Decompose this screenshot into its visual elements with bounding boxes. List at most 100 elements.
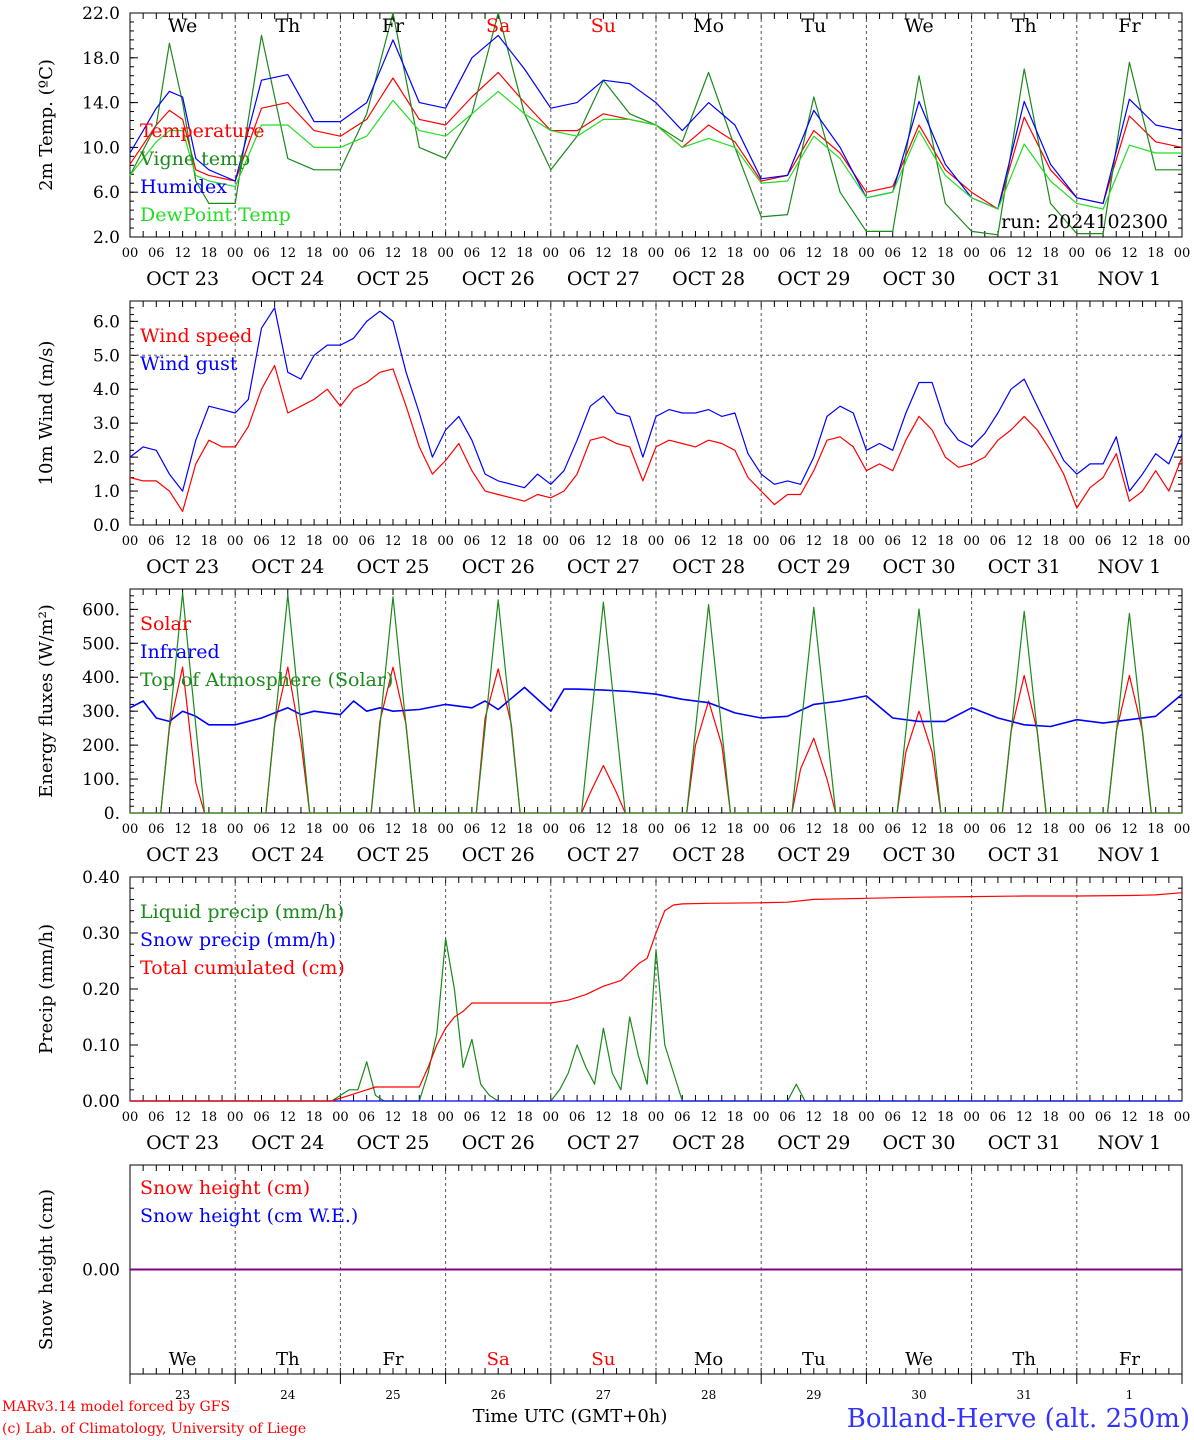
date-label: OCT 26 xyxy=(462,844,535,866)
date-label: OCT 25 xyxy=(356,1132,429,1154)
hour-tick-label: 00 xyxy=(1174,822,1191,837)
y-tick-label: 0.00 xyxy=(82,1092,120,1112)
hour-tick-label: 06 xyxy=(990,246,1007,261)
hour-tick-label: 12 xyxy=(1016,246,1033,261)
date-label: OCT 28 xyxy=(672,556,745,578)
hour-tick-label: 18 xyxy=(411,246,428,261)
hour-tick-label: 06 xyxy=(464,534,481,549)
hour-tick-label: 06 xyxy=(779,822,796,837)
hour-tick-label: 00 xyxy=(648,246,665,261)
hour-tick-label: 12 xyxy=(1016,1110,1033,1125)
hour-tick-label: 12 xyxy=(911,822,928,837)
hour-tick-label: 12 xyxy=(806,822,823,837)
date-label: OCT 29 xyxy=(777,268,850,290)
date-label: OCT 26 xyxy=(462,1132,535,1154)
hour-tick-label: 12 xyxy=(385,246,402,261)
legend-entry: Snow height (cm) xyxy=(140,1177,310,1199)
weekday-label: We xyxy=(168,15,197,37)
hour-tick-label: 18 xyxy=(306,822,323,837)
hour-tick-label: 00 xyxy=(648,1110,665,1125)
hour-tick-label: 12 xyxy=(806,246,823,261)
hour-tick-label: 00 xyxy=(122,246,139,261)
legend-entry: Wind speed xyxy=(140,325,252,347)
hour-tick-label: 18 xyxy=(201,534,218,549)
date-label: OCT 23 xyxy=(146,556,219,578)
series-line xyxy=(129,307,1183,492)
day-number-label: 31 xyxy=(1017,1388,1032,1402)
legend-entry: Humidex xyxy=(140,176,227,198)
hour-tick-label: 00 xyxy=(332,534,349,549)
y-tick-label: 0. xyxy=(104,804,120,824)
hour-tick-label: 12 xyxy=(911,1110,928,1125)
hour-tick-label: 18 xyxy=(937,246,954,261)
date-label: OCT 25 xyxy=(356,268,429,290)
panel-5: 0.00 Snow height (cm) Snow height (cm) Snow… xyxy=(36,1164,1183,1375)
y-tick-label: 2.0 xyxy=(93,228,120,248)
panel-1: 2.0 6.0 10.0 14.0 18.0 22.0 2m Temp. (ºC) Tempe… xyxy=(36,4,1190,290)
hour-tick-label: 06 xyxy=(148,246,165,261)
hour-tick-label: 00 xyxy=(543,534,560,549)
hour-tick-label: 18 xyxy=(516,246,533,261)
date-label: OCT 23 xyxy=(146,1132,219,1154)
hour-tick-label: 06 xyxy=(990,822,1007,837)
hour-tick-label: 00 xyxy=(753,822,770,837)
hour-tick-label: 00 xyxy=(1174,246,1191,261)
panel-frame xyxy=(129,588,1183,814)
hour-tick-label: 18 xyxy=(621,246,638,261)
hour-tick-label: 00 xyxy=(753,1110,770,1125)
hour-tick-label: 00 xyxy=(963,246,980,261)
date-label: OCT 31 xyxy=(988,844,1061,866)
hour-tick-label: 00 xyxy=(543,246,560,261)
hour-tick-label: 06 xyxy=(884,534,901,549)
hour-tick-label: 18 xyxy=(306,1110,323,1125)
hour-tick-label: 00 xyxy=(332,1110,349,1125)
legend-entry: Total cumulated (cm) xyxy=(140,957,345,979)
y-axis-title: 2m Temp. (ºC) xyxy=(36,59,57,191)
weekday-label: Tu xyxy=(801,15,826,37)
hour-tick-label: 12 xyxy=(700,534,717,549)
hour-tick-label: 00 xyxy=(227,1110,244,1125)
hour-tick-label: 06 xyxy=(674,534,691,549)
hour-tick-label: 06 xyxy=(674,822,691,837)
hour-tick-label: 06 xyxy=(569,1110,586,1125)
hour-tick-label: 18 xyxy=(411,1110,428,1125)
date-label: OCT 25 xyxy=(356,844,429,866)
y-tick-label: 4.0 xyxy=(93,380,120,400)
hour-tick-label: 00 xyxy=(122,822,139,837)
hour-tick-label: 06 xyxy=(253,822,270,837)
hour-tick-label: 12 xyxy=(174,822,191,837)
hour-tick-label: 06 xyxy=(148,822,165,837)
hour-tick-label: 00 xyxy=(543,1110,560,1125)
weekday-label-bottom: Th xyxy=(276,1349,300,1370)
hour-tick-label: 12 xyxy=(595,246,612,261)
series-line xyxy=(129,364,1183,512)
hour-tick-label: 06 xyxy=(358,1110,375,1125)
hour-tick-label: 12 xyxy=(490,822,507,837)
date-label: OCT 23 xyxy=(146,268,219,290)
hour-tick-label: 06 xyxy=(569,822,586,837)
hour-tick-label: 00 xyxy=(122,534,139,549)
hour-tick-label: 00 xyxy=(1069,1110,1086,1125)
hour-tick-label: 06 xyxy=(1095,822,1112,837)
legend-entry: DewPoint Temp xyxy=(140,204,291,226)
hour-tick-label: 06 xyxy=(779,246,796,261)
hour-tick-label: 06 xyxy=(1095,1110,1112,1125)
y-tick-label: 400. xyxy=(82,668,120,688)
y-tick-label: 600. xyxy=(82,600,120,620)
y-tick-label: 1.0 xyxy=(93,482,120,502)
y-tick-label: 14.0 xyxy=(82,94,120,114)
day-number-label: 29 xyxy=(806,1388,821,1402)
y-tick-label: 18.0 xyxy=(82,49,120,69)
series-line xyxy=(129,12,1182,236)
hour-tick-label: 12 xyxy=(806,534,823,549)
hour-tick-label: 18 xyxy=(516,822,533,837)
legend-entry: Infrared xyxy=(140,641,220,663)
date-label: OCT 23 xyxy=(146,844,219,866)
weekday-label: Th xyxy=(275,15,300,37)
date-label: OCT 24 xyxy=(251,556,324,578)
weekday-label: Fr xyxy=(382,15,405,37)
hour-tick-label: 06 xyxy=(674,1110,691,1125)
hour-tick-label: 18 xyxy=(621,1110,638,1125)
date-label: OCT 27 xyxy=(567,556,640,578)
hour-tick-label: 18 xyxy=(937,1110,954,1125)
